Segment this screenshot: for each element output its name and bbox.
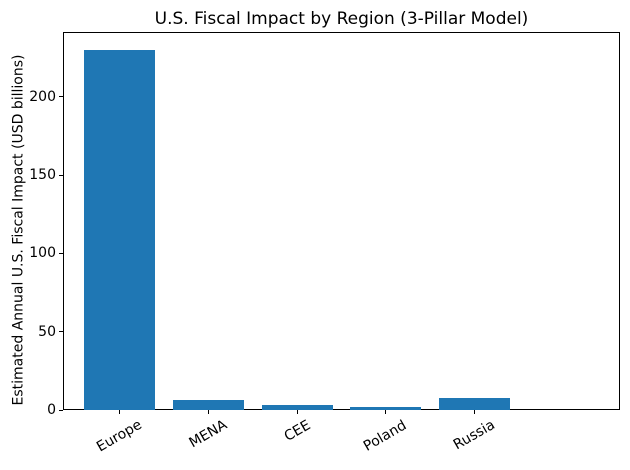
x-tick-label-box: Europe: [94, 417, 145, 456]
x-tick-label-box: Poland: [361, 417, 410, 455]
x-tick-label-box: CEE: [281, 417, 313, 445]
x-tick-mark: [296, 410, 298, 414]
x-tick-label-box: Russia: [451, 417, 498, 454]
x-tick-mark: [207, 410, 209, 414]
y-tick-mark: [59, 174, 63, 176]
x-tick-label: Europe: [94, 416, 145, 456]
y-tick-mark: [59, 409, 63, 411]
x-tick-label: Russia: [450, 416, 498, 454]
x-tick-label-box: MENA: [186, 417, 230, 452]
x-tick-label: MENA: [186, 417, 230, 452]
y-tick-mark: [59, 331, 63, 333]
plot-area: [63, 32, 620, 410]
y-tick-label: 100: [29, 245, 56, 262]
x-tick-label: Poland: [361, 417, 410, 455]
x-tick-mark: [119, 410, 121, 414]
bar-poland: [350, 407, 422, 410]
chart-title: U.S. Fiscal Impact by Region (3-Pillar M…: [154, 9, 529, 29]
x-tick-label: CEE: [281, 416, 314, 445]
bar-russia: [439, 398, 511, 410]
y-tick-label: 0: [47, 402, 56, 418]
bar-cee: [261, 404, 333, 410]
y-tick-label: 50: [38, 323, 56, 340]
y-tick-label: 200: [29, 88, 56, 105]
y-tick-label: 150: [29, 167, 56, 184]
x-tick-mark: [385, 410, 387, 414]
y-axis-label: Estimated Annual U.S. Fiscal Impact (USD…: [10, 54, 27, 406]
bar-mena: [172, 399, 244, 410]
y-tick-mark: [59, 96, 63, 98]
x-tick-mark: [474, 410, 476, 414]
bar-europe: [84, 50, 156, 410]
y-tick-mark: [59, 252, 63, 254]
